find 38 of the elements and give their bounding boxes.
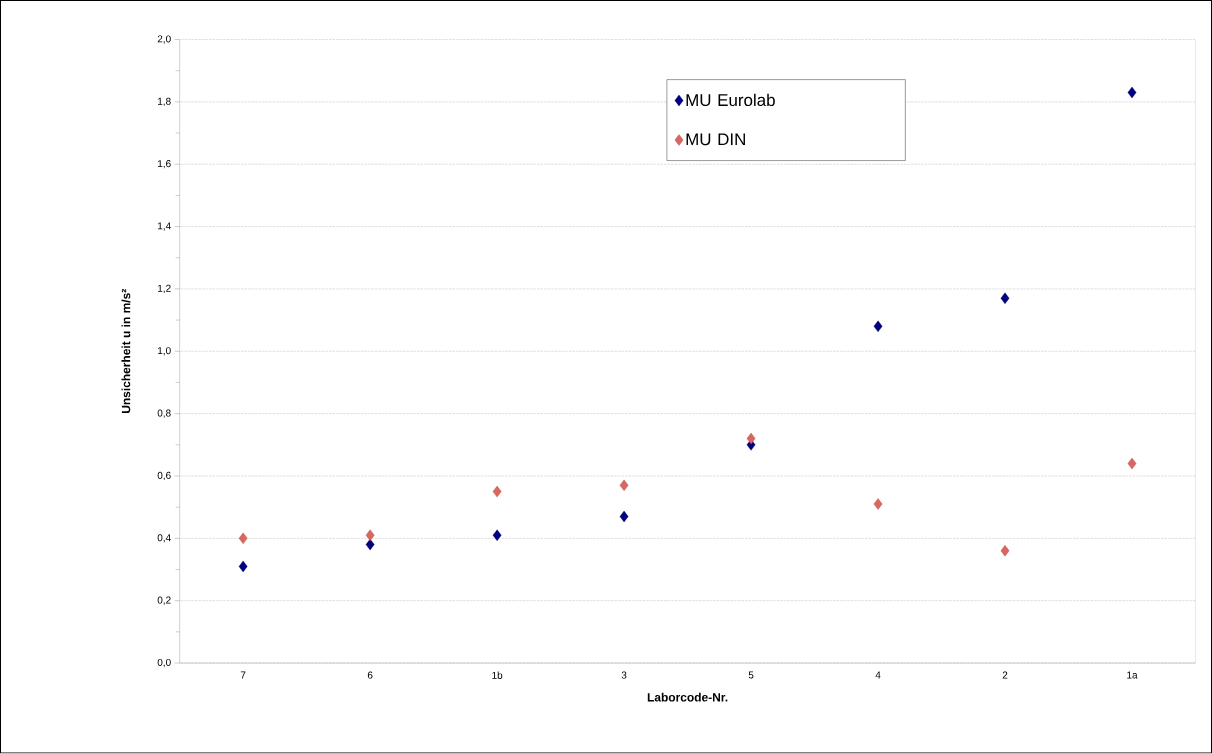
- x-tick-label: 1a: [1127, 671, 1138, 679]
- y-tick-label: 1,0: [158, 347, 171, 356]
- point: [873, 498, 883, 510]
- y-tick-label: 0,0: [157, 659, 171, 668]
- y-tick-label: 1,6: [158, 160, 171, 169]
- point: [873, 320, 883, 333]
- point: [492, 529, 502, 542]
- y-tick-label: 0,4: [157, 534, 171, 543]
- point: [1000, 292, 1010, 305]
- point: [238, 560, 248, 573]
- point: [365, 529, 375, 542]
- point: [619, 479, 629, 492]
- legend-label: MU DIN: [686, 133, 745, 146]
- x-tick-label: 3: [621, 671, 627, 679]
- y-tick-label: 0,8: [157, 409, 171, 418]
- x-axis-title: Laborcode-Nr.: [647, 692, 728, 702]
- x-tick-label: 7: [240, 671, 246, 679]
- y-axis-title: Unsicherheit u in m/s²: [121, 289, 131, 414]
- x-tick-label: 6: [367, 671, 373, 679]
- y-tick-label: 1,8: [158, 97, 171, 107]
- point: [1127, 457, 1137, 470]
- point: [365, 539, 375, 551]
- y-tick-label: 1,2: [158, 284, 171, 294]
- x-tick-label: 5: [748, 671, 754, 679]
- point: [238, 532, 248, 545]
- x-tick-label: 2: [1002, 671, 1008, 679]
- x-tick-label: 4: [875, 671, 881, 679]
- point: [1000, 545, 1010, 557]
- legend-label: MU Eurolab: [686, 93, 775, 107]
- y-tick-label: 0,2: [157, 596, 171, 605]
- point: [492, 486, 502, 498]
- y-tick-label: 2,0: [157, 35, 171, 44]
- y-tick-label: 0,6: [157, 472, 171, 481]
- point: [746, 433, 756, 445]
- point: [619, 510, 629, 523]
- x-tick-label: 1b: [492, 671, 503, 680]
- y-tick-label: 1,4: [158, 222, 171, 231]
- point: [1127, 87, 1137, 99]
